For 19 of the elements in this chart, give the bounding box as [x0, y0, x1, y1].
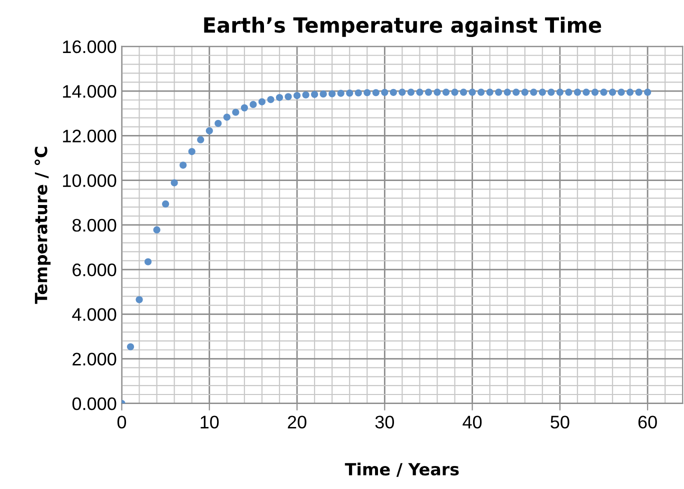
- x-tick-label: 60: [638, 416, 657, 428]
- x-tick-label: 0: [117, 416, 126, 428]
- x-tick-label: 40: [462, 416, 482, 428]
- x-tick-label: 20: [288, 416, 306, 428]
- y-tick-label: 8.000: [72, 218, 116, 232]
- x-tick-label: 30: [375, 416, 394, 428]
- y-tick-label: 16.000: [63, 40, 116, 54]
- y-tick-label: 4.000: [72, 308, 116, 321]
- x-tick-label: 10: [200, 416, 219, 428]
- y-tick-label: 0.000: [72, 397, 116, 410]
- y-tick-label: 10.000: [63, 174, 116, 188]
- y-axis-title: Temperature / °C: [34, 146, 51, 304]
- y-tick-label: 14.000: [63, 85, 116, 98]
- chart-title: Earth’s Temperature against Time: [204, 16, 602, 38]
- y-tick-label: 12.000: [63, 130, 116, 142]
- y-tick-label: 6.000: [72, 263, 116, 276]
- x-axis-title: Time / Years: [344, 462, 459, 477]
- x-tick-label: 50: [550, 416, 570, 428]
- y-tick-label: 2.000: [72, 352, 116, 366]
